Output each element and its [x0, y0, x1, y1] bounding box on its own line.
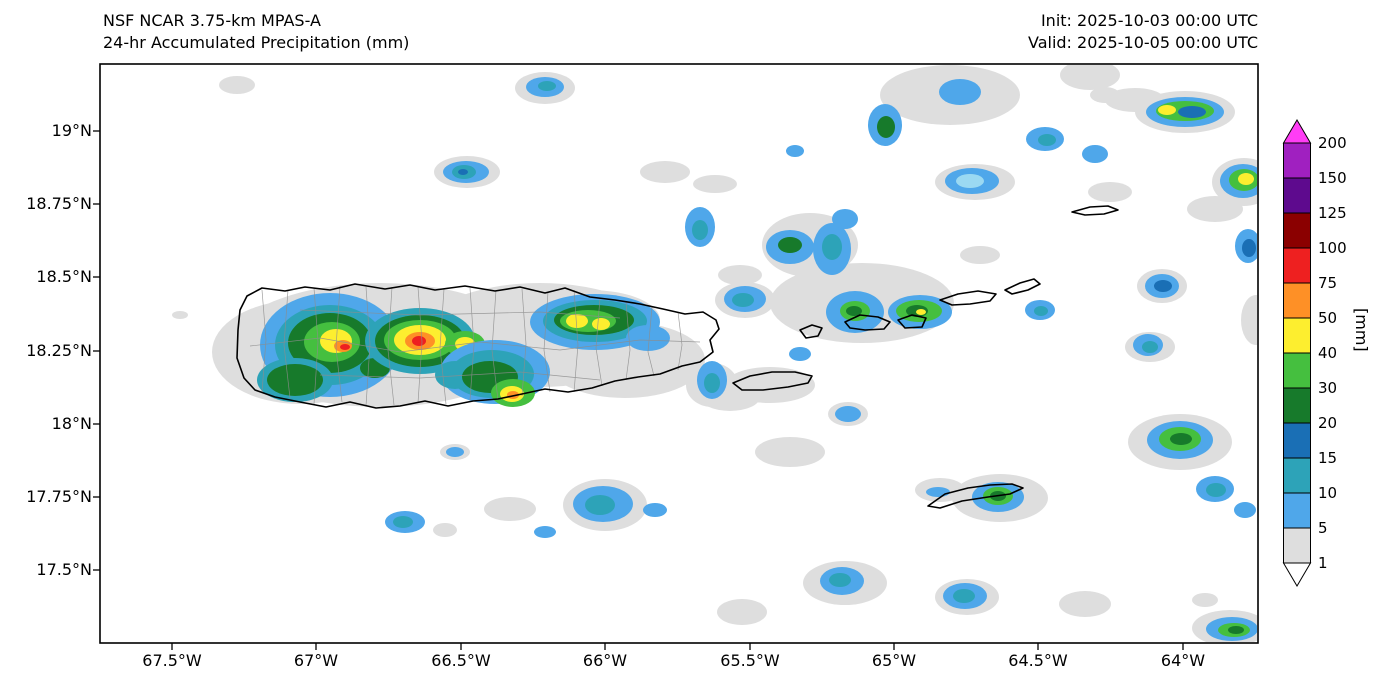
plot-frame	[99, 63, 1259, 644]
colorbar-segment	[1283, 282, 1311, 319]
colorbar-tick-label: 10	[1318, 484, 1337, 502]
puerto-rico-coastline	[236, 283, 720, 409]
model-title: NSF NCAR 3.75-km MPAS-A	[103, 11, 321, 30]
title-block: NSF NCAR 3.75-km MPAS-A 24-hr Accumulate…	[103, 10, 409, 54]
colorbar-tick-label: 30	[1318, 379, 1337, 397]
colorbar-segment	[1283, 352, 1311, 389]
culebra-coastline	[799, 324, 823, 339]
x-tick-label: 67.5°W	[142, 651, 202, 670]
anegada-coastline	[1071, 205, 1119, 216]
colorbar-tick-label: 1	[1318, 554, 1328, 572]
st-john-coastline	[897, 314, 927, 329]
y-tick-label: 17.75°N	[26, 487, 92, 506]
x-tick-label: 64.5°W	[1008, 651, 1068, 670]
precip-field	[172, 65, 1257, 642]
colorbar-units-label: [mm]	[1352, 308, 1371, 352]
colorbar-segment	[1283, 142, 1311, 179]
colorbar-tick-label: 100	[1318, 239, 1347, 257]
colorbar-segment	[1283, 177, 1311, 214]
x-tick-label: 66.5°W	[431, 651, 491, 670]
y-tick-label: 17.5°N	[36, 560, 92, 579]
init-time: Init: 2025-10-03 00:00 UTC	[1040, 11, 1258, 30]
colorbar-segment	[1283, 422, 1311, 459]
colorbar-tick-label: 125	[1318, 204, 1347, 222]
colorbar-segment	[1283, 527, 1311, 564]
tortola-coastline	[939, 290, 997, 306]
time-block: Init: 2025-10-03 00:00 UTC Valid: 2025-1…	[1028, 10, 1258, 54]
x-tick-label: 64°W	[1160, 651, 1206, 670]
y-tick-label: 18.5°N	[36, 267, 92, 286]
colorbar-segment	[1283, 212, 1311, 249]
colorbar-segment	[1283, 247, 1311, 284]
x-tick-label: 65.5°W	[720, 651, 780, 670]
virgin-gorda-coastline	[1004, 278, 1041, 295]
colorbar-segment	[1283, 317, 1311, 354]
x-tick-label: 66°W	[582, 651, 628, 670]
vieques-coastline	[732, 371, 813, 391]
y-tick-label: 18°N	[51, 414, 92, 433]
axis-ticks	[93, 130, 1184, 650]
colorbar-tick-label: 20	[1318, 414, 1337, 432]
y-tick-label: 19°N	[51, 121, 92, 140]
colorbar-segment	[1283, 457, 1311, 494]
st-thomas-coastline	[844, 314, 891, 331]
colorbar-under-arrow	[1282, 562, 1312, 587]
x-tick-label: 65°W	[871, 651, 917, 670]
municipal-boundaries	[249, 285, 701, 407]
colorbar-segment	[1283, 387, 1311, 424]
colorbar-tick-label: 15	[1318, 449, 1337, 467]
colorbar-tick-label: 200	[1318, 134, 1347, 152]
colorbar-tick-label: 75	[1318, 274, 1337, 292]
colorbar: 200 150 125 100 75 50 40 30 20 15 10 5 1	[1282, 119, 1347, 587]
colorbar-tick-label: 5	[1318, 519, 1328, 537]
colorbar-over-arrow	[1282, 119, 1312, 144]
y-tick-label: 18.25°N	[26, 341, 92, 360]
x-tick-label: 67°W	[293, 651, 339, 670]
colorbar-tick-label: 150	[1318, 169, 1347, 187]
st-croix-coastline	[927, 483, 1024, 509]
valid-time: Valid: 2025-10-05 00:00 UTC	[1027, 33, 1258, 52]
coastlines	[236, 205, 1119, 509]
colorbar-segment	[1283, 492, 1311, 529]
colorbar-tick-label: 40	[1318, 344, 1337, 362]
plot-title: 24-hr Accumulated Precipitation (mm)	[103, 33, 410, 52]
colorbar-tick-label: 50	[1318, 309, 1337, 327]
y-tick-label: 18.75°N	[26, 194, 92, 213]
